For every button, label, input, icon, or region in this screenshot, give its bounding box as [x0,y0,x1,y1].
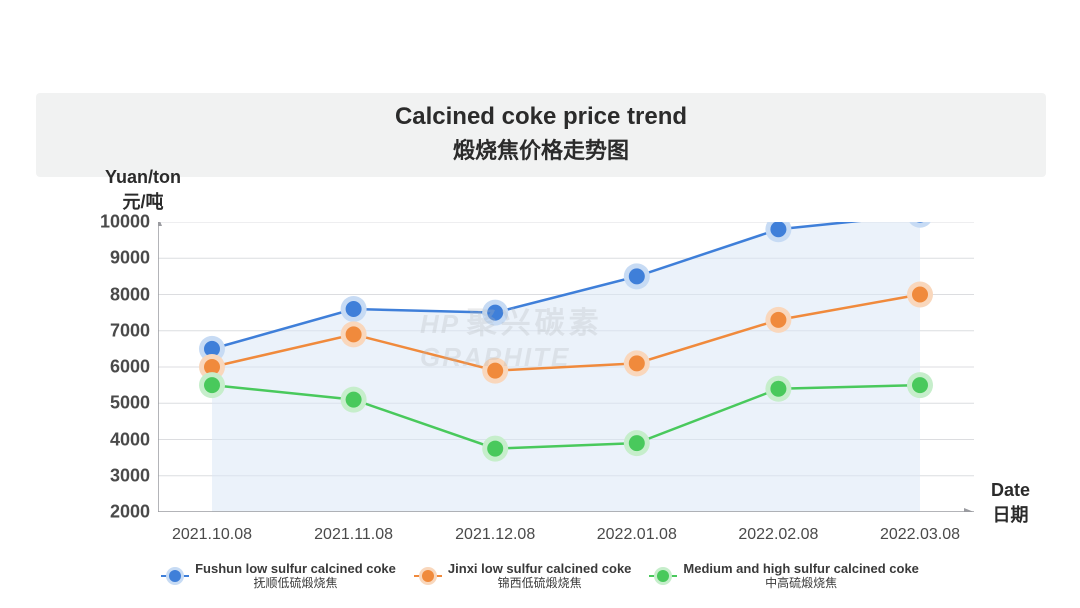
marker-jinxi [912,287,928,303]
marker-midhigh [204,377,220,393]
chart-title-zh: 煅烧焦价格走势图 [36,133,1046,165]
legend-text-jinxi: Jinxi low sulfur calcined coke 锦西低硫煅烧焦 [448,562,632,591]
legend: Fushun low sulfur calcined coke 抚顺低硫煅烧焦 … [0,562,1080,591]
marker-fushun [487,305,503,321]
marker-jinxi [487,363,503,379]
xtick-label: 2022.01.08 [597,526,677,544]
marker-jinxi [346,326,362,342]
xaxis-label-en: Date [991,480,1030,501]
legend-item-fushun: Fushun low sulfur calcined coke 抚顺低硫煅烧焦 [161,562,396,591]
chart-title-en: Calcined coke price trend [36,103,1046,131]
legend-marker-jinxi [414,569,442,583]
ytick-label: 7000 [110,320,150,341]
xtick-label: 2022.02.08 [738,526,818,544]
ytick-label: 8000 [110,284,150,305]
marker-jinxi [770,312,786,328]
xtick-label: 2021.11.08 [314,526,393,544]
ytick-label: 4000 [110,429,150,450]
ytick-label: 9000 [110,248,150,269]
marker-midhigh [629,435,645,451]
yaxis-label-en: Yuan/ton [105,167,181,188]
marker-midhigh [912,377,928,393]
yaxis-label: Yuan/ton 元/吨 [105,167,181,214]
y-axis-arrow [158,222,162,226]
chart-plot-area: 2000300040005000600070008000900010000202… [158,222,974,512]
xtick-label: 2021.10.08 [172,526,252,544]
ytick-label: 5000 [110,393,150,414]
legend-text-fushun: Fushun low sulfur calcined coke 抚顺低硫煅烧焦 [195,562,396,591]
marker-midhigh [770,381,786,397]
marker-midhigh [346,392,362,408]
chart-title-bar: Calcined coke price trend 煅烧焦价格走势图 [36,93,1046,177]
marker-jinxi [629,355,645,371]
chart-svg [158,222,974,512]
legend-item-jinxi: Jinxi low sulfur calcined coke 锦西低硫煅烧焦 [414,562,632,591]
legend-marker-fushun [161,569,189,583]
xtick-label: 2022.03.08 [880,526,960,544]
ytick-label: 6000 [110,357,150,378]
legend-item-midhigh: Medium and high sulfur calcined coke 中高硫… [649,562,919,591]
ytick-label: 3000 [110,465,150,486]
legend-text-midhigh: Medium and high sulfur calcined coke 中高硫… [683,562,919,591]
xtick-label: 2021.12.08 [455,526,535,544]
ytick-label: 10000 [100,212,150,233]
xaxis-label-zh: 日期 [991,501,1030,527]
marker-fushun [629,268,645,284]
ytick-label: 2000 [110,502,150,523]
legend-marker-midhigh [649,569,677,583]
marker-midhigh [487,441,503,457]
marker-fushun [770,222,786,237]
yaxis-label-zh: 元/吨 [105,188,181,214]
marker-fushun [346,301,362,317]
xaxis-label: Date 日期 [991,480,1030,527]
